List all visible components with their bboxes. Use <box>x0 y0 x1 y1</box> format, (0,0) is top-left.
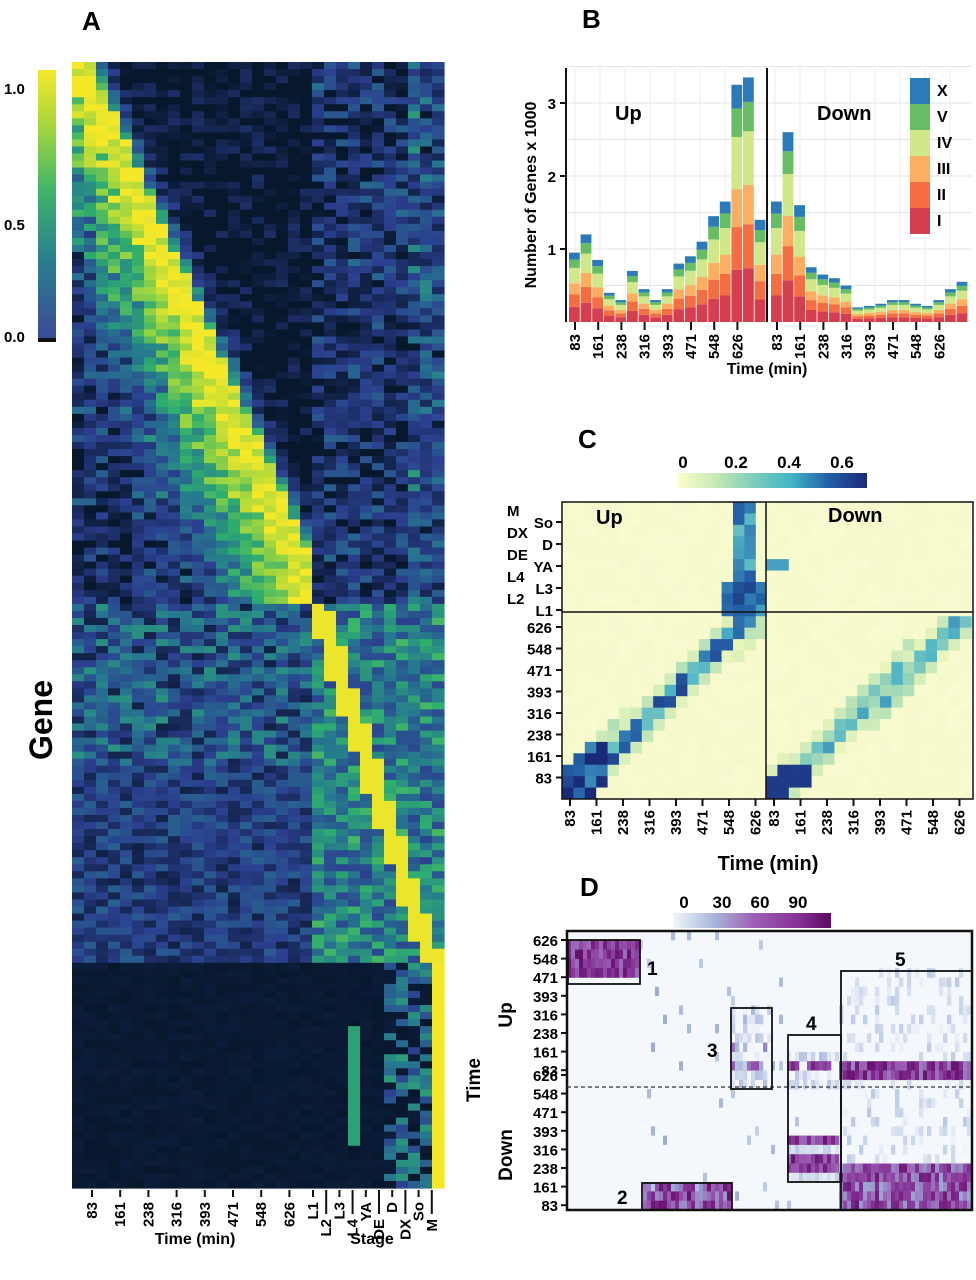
panel-a-time-tick: 238 <box>140 1202 157 1227</box>
panel-a-stage-tick: So <box>411 1202 428 1221</box>
panel-a-stage-tick: L4 <box>345 1218 362 1236</box>
panel-a-time-tick: 471 <box>225 1202 242 1227</box>
panel-a-xlabel-stage: Stage <box>350 1231 394 1248</box>
panel-a-stage-tick: YA <box>358 1202 375 1222</box>
panel-a-stage-tick: M <box>424 1219 441 1232</box>
panel-a-time-tick: 393 <box>197 1202 214 1227</box>
panel-a-time-tick: 548 <box>253 1202 270 1227</box>
panel-a-colorbar <box>38 70 56 340</box>
panel-a-time-tick: 161 <box>112 1202 129 1227</box>
panel-a-time-tick: 316 <box>169 1202 186 1227</box>
panel-a-stage-tick: D <box>384 1202 401 1213</box>
panel-a-xlabel-time: Time (min) <box>155 1231 236 1248</box>
panel-a-cbar-tick-3: 0.0 <box>4 329 25 346</box>
panel-a-stage-tick: L2 <box>318 1219 335 1237</box>
panel-a-stage-tick: DE <box>371 1219 388 1240</box>
panel-a-ylabel: Gene <box>23 680 59 760</box>
panel-a-cbar-tick-1: 1.0 <box>4 81 25 98</box>
panel-a-stage-tick: DX <box>397 1219 414 1240</box>
panel-a-cbar-tick-2: 0.5 <box>4 217 25 234</box>
panel-a-time-tick: 626 <box>281 1202 298 1227</box>
panel-a-letter: A <box>82 6 101 36</box>
panel-a-time-tick: 83 <box>84 1202 101 1219</box>
panel-a-stage-tick: L3 <box>331 1202 348 1220</box>
panel-a-heatmap <box>72 62 445 1189</box>
panel-a-stage-tick: L1 <box>305 1202 322 1220</box>
